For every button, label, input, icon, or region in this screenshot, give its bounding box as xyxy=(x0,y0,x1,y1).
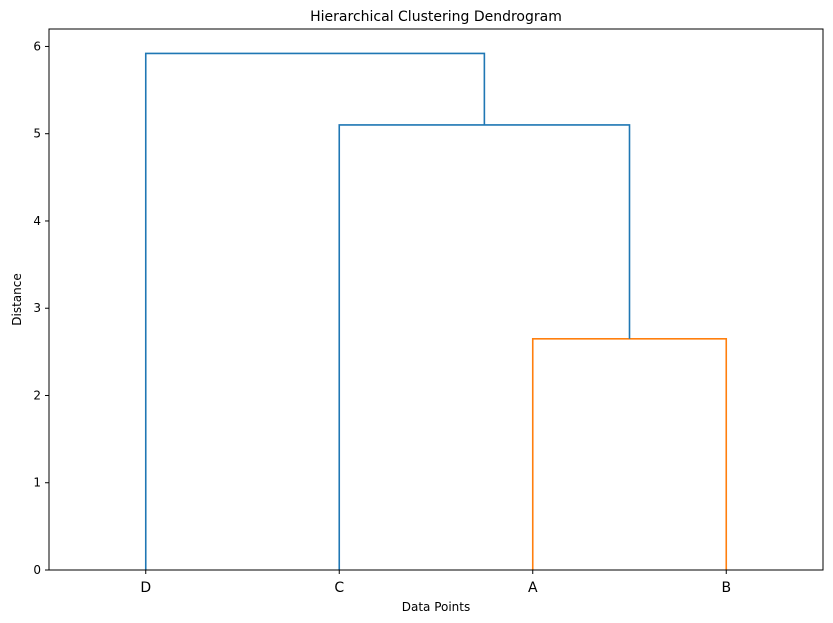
y-tick-label: 3 xyxy=(33,301,41,315)
plot-area xyxy=(144,52,728,570)
y-axis-label: Distance xyxy=(10,273,24,325)
leaf-label-D: D xyxy=(140,580,151,596)
y-tick-label: 4 xyxy=(33,214,41,228)
merge-link-D-C+A+B xyxy=(144,52,486,570)
leaf-label-A: A xyxy=(528,580,538,596)
x-axis-label: Data Points xyxy=(402,600,471,614)
y-tick-label: 2 xyxy=(33,388,41,402)
leaf-label-B: B xyxy=(721,580,731,596)
merge-link-A-B xyxy=(531,337,728,570)
leaf-label-C: C xyxy=(334,580,344,596)
chart-title: Hierarchical Clustering Dendrogram xyxy=(310,9,562,25)
y-tick-label: 0 xyxy=(33,563,41,577)
y-tick-label: 6 xyxy=(33,39,41,53)
y-axis: 0 1 2 3 4 5 6 xyxy=(33,39,49,577)
y-tick-label: 5 xyxy=(33,127,41,141)
merge-link-C-A+B xyxy=(338,124,631,570)
plot-frame xyxy=(48,28,824,571)
y-tick-label: 1 xyxy=(33,476,41,490)
